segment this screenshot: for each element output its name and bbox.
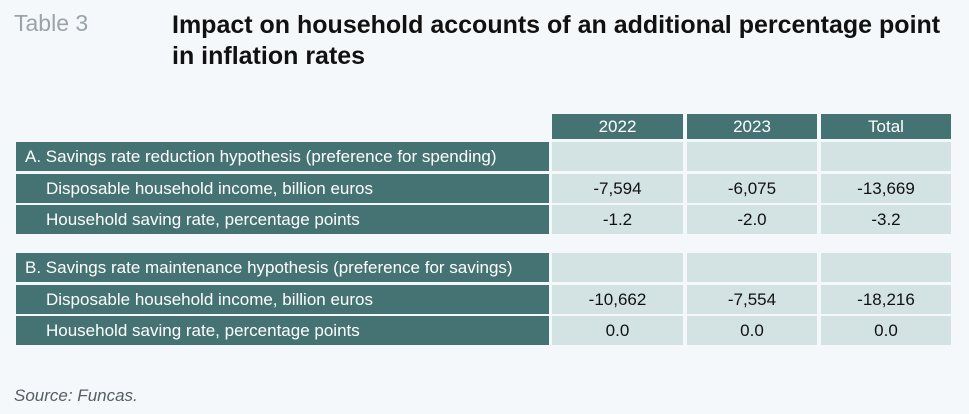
- row-label: Disposable household income, billion eur…: [16, 174, 549, 203]
- row-label: Household saving rate, percentage points: [16, 205, 549, 234]
- table-cell: 0.0: [687, 316, 817, 345]
- section-a-empty-cell: [687, 142, 817, 171]
- table-cell: -7,554: [687, 285, 817, 314]
- row-label: Household saving rate, percentage points: [16, 316, 549, 345]
- column-header-2022: 2022: [552, 114, 683, 139]
- table-title: Impact on household accounts of an addit…: [172, 11, 941, 70]
- table-number: Table 3: [14, 10, 89, 36]
- section-a-empty-cell: [821, 142, 951, 171]
- section-b-empty-cell: [687, 253, 817, 282]
- section-b-label: B. Savings rate maintenance hypothesis (…: [16, 253, 549, 282]
- section-a-label: A. Savings rate reduction hypothesis (pr…: [16, 142, 549, 171]
- table-cell: -1.2: [552, 205, 683, 234]
- section-a-empty-cell: [552, 142, 683, 171]
- table-cell: -2.0: [687, 205, 817, 234]
- source-note: Source: Funcas.: [14, 386, 138, 405]
- column-header-2023: 2023: [687, 114, 817, 139]
- row-label: Disposable household income, billion eur…: [16, 285, 549, 314]
- table-cell: -3.2: [821, 205, 951, 234]
- table-cell: -18,216: [821, 285, 951, 314]
- table-cell: 0.0: [821, 316, 951, 345]
- section-b-empty-cell: [821, 253, 951, 282]
- table-cell: 0.0: [552, 316, 683, 345]
- table-cell: -7,594: [552, 174, 683, 203]
- table-cell: -6,075: [687, 174, 817, 203]
- column-header-total: Total: [821, 114, 951, 139]
- table-cell: -13,669: [821, 174, 951, 203]
- table-cell: -10,662: [552, 285, 683, 314]
- section-b-empty-cell: [552, 253, 683, 282]
